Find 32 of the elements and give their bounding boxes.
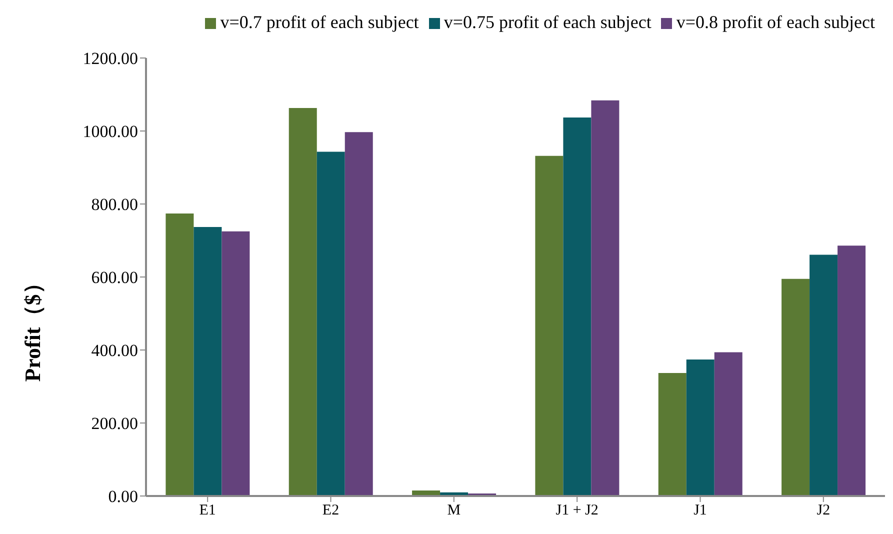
bar bbox=[810, 254, 838, 496]
y-tick-label: 800.00 bbox=[91, 195, 138, 214]
legend-label: v=0.8 profit of each subject bbox=[676, 12, 875, 32]
y-tick-label: 1200.00 bbox=[82, 49, 138, 68]
bar bbox=[686, 359, 714, 496]
y-axis-title: Profit（$） bbox=[20, 272, 45, 382]
y-tick-label: 400.00 bbox=[91, 341, 138, 360]
x-tick-label: J2 bbox=[816, 502, 830, 519]
y-tick-label: 200.00 bbox=[91, 414, 138, 434]
bar bbox=[194, 226, 222, 496]
bar bbox=[658, 372, 686, 496]
bar bbox=[591, 100, 620, 496]
y-tick-label: 600.00 bbox=[91, 268, 138, 288]
bar bbox=[535, 156, 564, 496]
bar bbox=[563, 117, 592, 496]
legend-label: v=0.7 profit of each subject bbox=[220, 12, 419, 32]
y-tick-label: 1000.00 bbox=[82, 122, 138, 142]
bar bbox=[782, 278, 810, 496]
x-tick-label: E2 bbox=[322, 502, 340, 519]
bar bbox=[288, 108, 317, 496]
y-tick-label: 0.00 bbox=[108, 487, 138, 506]
bar bbox=[838, 246, 866, 496]
x-tick-label: J1 bbox=[694, 502, 707, 519]
x-tick-label: J1 + J2 bbox=[556, 502, 598, 519]
bar bbox=[316, 152, 345, 496]
bar bbox=[166, 213, 194, 496]
x-tick-label: E1 bbox=[199, 502, 216, 519]
bar bbox=[344, 132, 373, 496]
bar bbox=[222, 231, 250, 496]
legend-label: v=0.75 profit of each subject bbox=[444, 12, 652, 32]
x-tick-label: M bbox=[447, 502, 461, 519]
bar bbox=[714, 352, 742, 496]
